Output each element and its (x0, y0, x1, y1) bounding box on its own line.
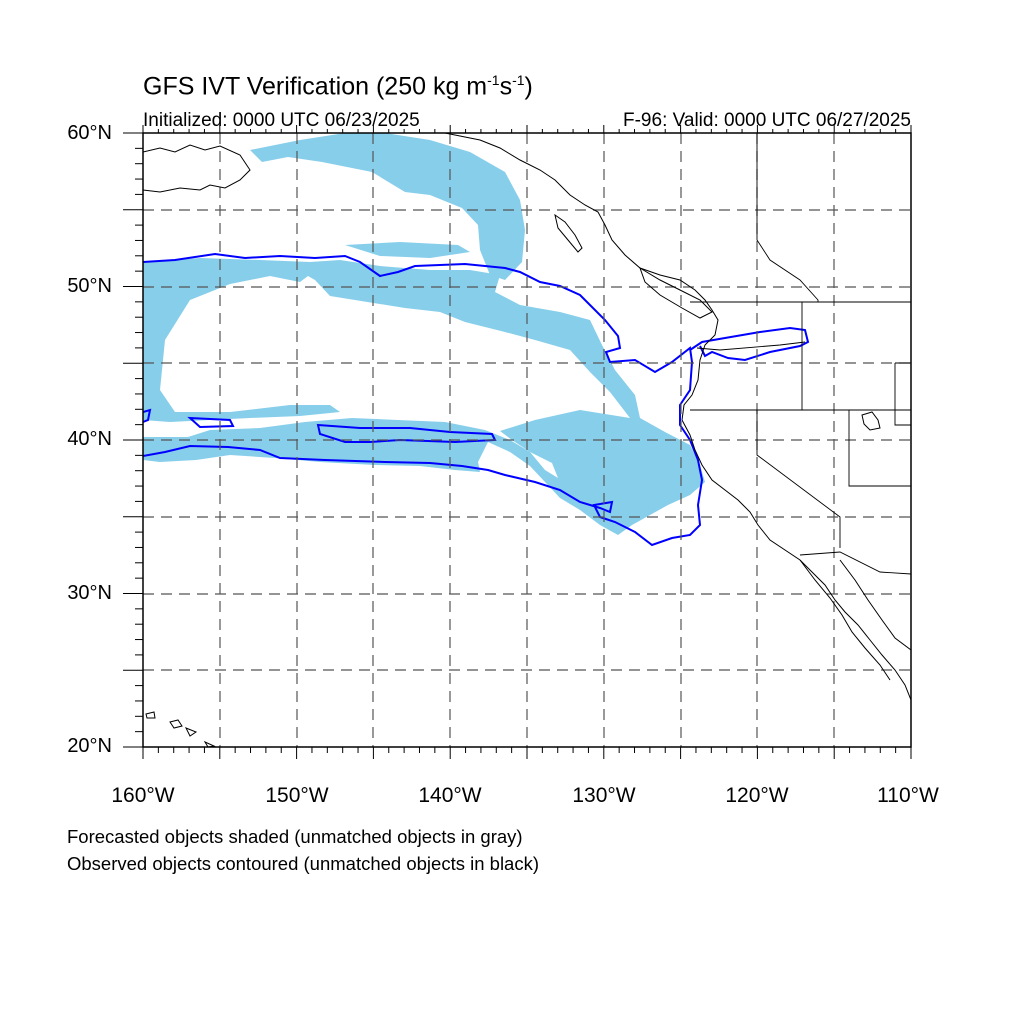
lon-label-160w: 160°W (111, 784, 175, 807)
observed-contour-small-west (187, 416, 235, 429)
lon-label-130w: 130°W (572, 784, 636, 807)
init-time-label: Initialized: 0000 UTC 06/23/2025 (143, 110, 420, 131)
forecast-object-northern-patch (345, 242, 470, 258)
hawaii-islands (145, 711, 216, 747)
legend-forecast-text: Forecasted objects shaded (unmatched obj… (67, 826, 523, 847)
observed-contour-east-extension (689, 326, 810, 362)
axis-ticks (123, 125, 912, 759)
map-layers (143, 133, 911, 747)
us-mexico-border (799, 551, 911, 575)
baja-california (799, 559, 891, 681)
observed-contour-thin-band (316, 423, 497, 444)
lat-label-60n: 60°N (67, 122, 112, 144)
lat-label-50n: 50°N (67, 275, 112, 297)
california-nevada-border (756, 410, 841, 548)
page-title: GFS IVT Verification (250 kg m-1s-1) (143, 72, 533, 101)
utah-arizona-border (848, 410, 911, 487)
observed-contour-main (143, 252, 704, 547)
forecast-object-northern-band (250, 133, 525, 280)
valid-time-label: F-96: Valid: 0000 UTC 06/27/2025 (623, 110, 911, 131)
alaska-panhandle-coast (444, 133, 911, 701)
legend-observed-text: Observed objects contoured (unmatched ob… (67, 853, 540, 874)
vancouver-island (639, 266, 713, 319)
lat-label-20n: 20°N (67, 735, 112, 757)
alaska-coast (143, 144, 251, 193)
forecast-objects (143, 133, 705, 535)
lat-lon-grid (143, 133, 911, 747)
washington-oregon-border (696, 341, 806, 351)
coastlines (143, 133, 911, 747)
great-salt-lake (861, 411, 881, 431)
observed-contour-west-edge (143, 408, 152, 423)
lat-label-40n: 40°N (67, 428, 112, 450)
bc-alberta-border (756, 133, 819, 302)
forecast-object-main-plume (143, 258, 705, 535)
lon-label-140w: 140°W (418, 784, 482, 807)
gulf-of-california-east (839, 559, 911, 651)
lon-label-110w: 110°W (877, 784, 939, 807)
lon-label-150w: 150°W (265, 784, 329, 807)
observed-objects (143, 252, 810, 547)
lon-label-120w: 120°W (725, 784, 789, 807)
political-boundaries (690, 133, 911, 575)
haida-gwaii (554, 213, 583, 253)
wyoming-border (894, 362, 911, 426)
lat-label-30n: 30°N (67, 582, 112, 604)
